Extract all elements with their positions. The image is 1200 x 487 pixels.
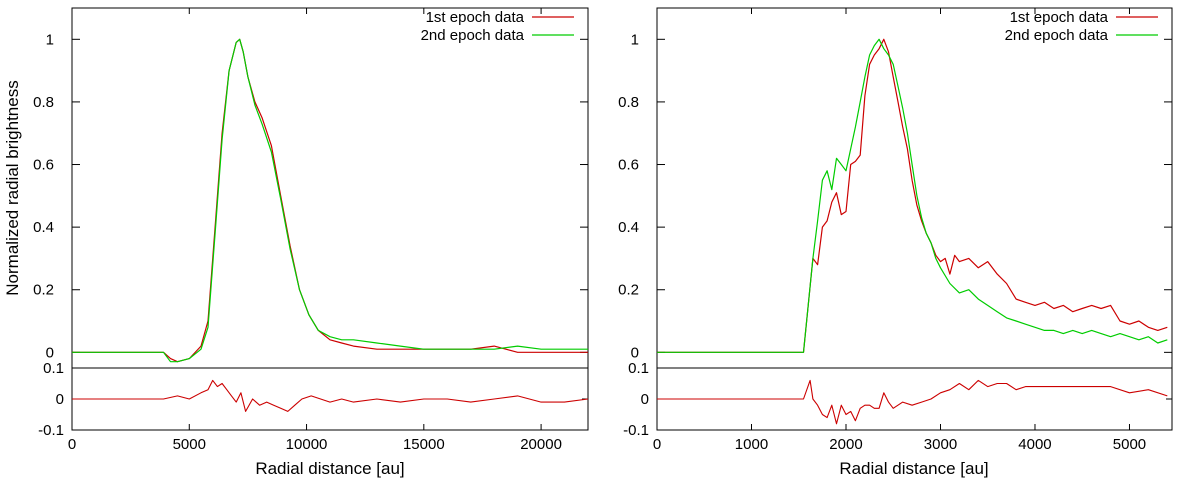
- chart0-x-axis-title: Radial distance [au]: [255, 459, 404, 478]
- chart1-residual-ytick-label: 0: [641, 391, 649, 408]
- chart0-residual-ytick-label: -0.1: [38, 422, 64, 439]
- chart1-xtick-label: 2000: [829, 436, 862, 453]
- chart1-ytick-label: 0: [631, 344, 639, 361]
- chart1-ytick-label: 1: [631, 31, 639, 48]
- chart0-residual-line: [72, 379, 589, 412]
- chart1-xtick-label: 4000: [1018, 436, 1051, 453]
- chart0-main-plot-frame: [71, 7, 589, 369]
- chart0-y-axis-title: Normalized radial brightness: [3, 80, 22, 295]
- chart1-xtick-label: 5000: [1113, 436, 1146, 453]
- chart0-ytick-label: 0.6: [33, 157, 54, 174]
- chart1-series-line-epoch1: [657, 38, 1168, 353]
- chart1-residual-line: [657, 379, 1168, 425]
- chart0-xtick-label: 10000: [286, 436, 328, 453]
- chart0-xtick-label: 5000: [173, 436, 206, 453]
- chart1-main-plot-frame: [656, 7, 1173, 369]
- chart1-ytick-label: 0.8: [618, 94, 639, 111]
- chart0-ytick-label: 1: [46, 31, 54, 48]
- chart0-ytick-label: 0: [46, 344, 54, 361]
- chart1-x-axis-title: Radial distance [au]: [839, 459, 988, 478]
- chart1-series-line-epoch2: [657, 38, 1168, 353]
- chart0-residual-ytick-label: 0: [56, 391, 64, 408]
- chart0-xtick-label: 20000: [520, 436, 562, 453]
- chart0-xtick-label: 15000: [403, 436, 445, 453]
- chart1-residual-ytick-label: -0.1: [623, 422, 649, 439]
- chart0-ytick-label: 0.8: [33, 94, 54, 111]
- chart1-legend-label-epoch2: 2nd epoch data: [1005, 27, 1109, 44]
- chart1-legend-label-epoch1: 1st epoch data: [1010, 9, 1109, 26]
- chart0-legend-label-epoch2: 2nd epoch data: [421, 27, 525, 44]
- chart1-ytick-label: 0.6: [618, 157, 639, 174]
- chart1-xtick-label: 3000: [924, 436, 957, 453]
- chart0-series-line-epoch1: [72, 38, 588, 363]
- chart0-residual-ytick-label: 0.1: [43, 360, 64, 377]
- chart0-xtick-label: 0: [68, 436, 76, 453]
- chart1-xtick-label: 1000: [735, 436, 768, 453]
- chart1-ytick-label: 0.2: [618, 282, 639, 299]
- chart1-residual-ytick-label: 0.1: [628, 360, 649, 377]
- chart0-ytick-label: 0.2: [33, 282, 54, 299]
- chart0-legend-label-epoch1: 1st epoch data: [426, 9, 525, 26]
- chart1-ytick-label: 0.4: [618, 219, 639, 236]
- chart0-ytick-label: 0.4: [33, 219, 54, 236]
- chart0-series-line-epoch2: [72, 38, 588, 363]
- chart1-xtick-label: 0: [653, 436, 661, 453]
